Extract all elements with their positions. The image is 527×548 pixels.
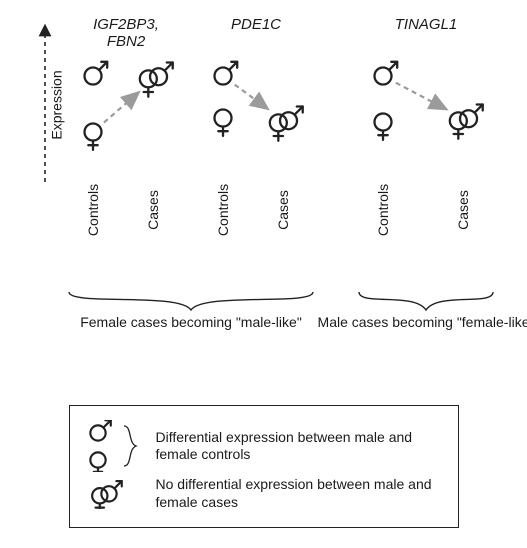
brace-caption: Female cases becoming "male-like" xyxy=(71,314,311,332)
male-icon xyxy=(215,62,238,85)
pair-icon xyxy=(140,63,173,97)
x-label: Controls xyxy=(348,202,418,218)
panels-row: IGF2BP3,FBN2ControlsCasesPDE1CControlsCa… xyxy=(61,20,511,240)
legend-row-nodiff: No differential expression between male … xyxy=(84,476,444,511)
male-icon xyxy=(375,62,398,85)
brace-caption: Male cases becoming "female-like" xyxy=(306,314,527,332)
panel-title: IGF2BP3,FBN2 xyxy=(61,16,191,51)
male-icon xyxy=(85,62,108,85)
legend-diff-text: Differential expression between male and… xyxy=(156,429,444,464)
x-label: Cases xyxy=(248,202,318,218)
legend-nodiff-text: No differential expression between male … xyxy=(156,476,444,511)
legend-row-diff: Differential expression between male and… xyxy=(84,420,444,472)
female-icon xyxy=(375,114,392,140)
pair-icon xyxy=(270,107,303,141)
panel: TINAGL1ControlsCases xyxy=(351,20,501,240)
female-icon xyxy=(85,124,102,150)
panel-title: TINAGL1 xyxy=(351,16,501,33)
pair-icon xyxy=(450,105,483,139)
legend-box: Differential expression between male and… xyxy=(69,405,459,528)
legend-nodiff-icons xyxy=(84,479,156,509)
panel: IGF2BP3,FBN2ControlsCases xyxy=(61,20,191,240)
panel: PDE1CControlsCases xyxy=(191,20,321,240)
x-label: Cases xyxy=(118,202,188,218)
female-icon xyxy=(215,110,232,136)
y-axis-arrow-icon xyxy=(38,22,52,187)
brace-row: Female cases becoming "male-like"Male ca… xyxy=(16,290,511,330)
legend-diff-icons xyxy=(84,420,156,472)
plot-area: Expression IGF2BP3,FBN2ControlsCasesPDE1… xyxy=(16,20,511,240)
panel-title: PDE1C xyxy=(191,16,321,33)
x-label: Cases xyxy=(428,202,498,218)
figure: Expression IGF2BP3,FBN2ControlsCasesPDE1… xyxy=(16,20,511,528)
